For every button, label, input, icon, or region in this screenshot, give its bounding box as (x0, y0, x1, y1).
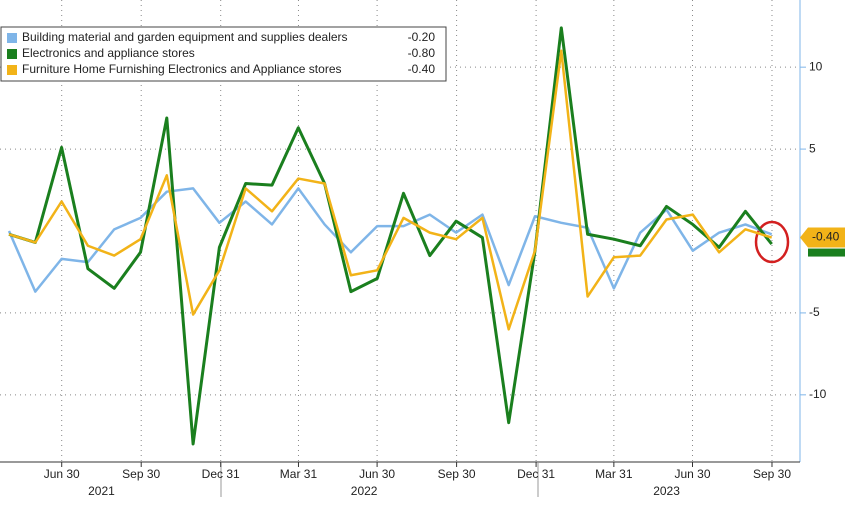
series-line (7, 187, 773, 293)
y-tick-label: 5 (809, 141, 816, 155)
x-tick-label: Mar 31 (280, 467, 318, 481)
legend-value: -0.40 (408, 62, 436, 76)
value-tag-label: -0.40 (812, 230, 840, 244)
x-tick-label: Jun 30 (44, 467, 80, 481)
legend-label: Furniture Home Furnishing Electronics an… (22, 62, 342, 76)
highlight-circle (754, 220, 790, 264)
x-tick-label: Jun 30 (674, 467, 710, 481)
legend: Building material and garden equipment a… (0, 26, 447, 82)
legend-label: Electronics and appliance stores (22, 46, 195, 60)
legend-box (0, 26, 447, 82)
y-tick-label: 10 (809, 59, 823, 73)
legend-value: -0.80 (408, 46, 436, 60)
legend-swatch (7, 65, 17, 75)
legend-swatch (7, 33, 17, 43)
value-tag-green (808, 248, 845, 257)
value-tag (800, 227, 845, 248)
x-tick-label: Mar 31 (595, 467, 633, 481)
year-label: 2021 (88, 484, 115, 498)
x-tick-label: Dec 31 (517, 467, 555, 481)
x-tick-label: Jun 30 (359, 467, 395, 481)
legend-swatch (7, 49, 17, 59)
x-tick-label: Sep 30 (438, 467, 476, 481)
x-tick-label: Sep 30 (753, 467, 791, 481)
year-label: 2022 (351, 484, 378, 498)
series-line (8, 26, 773, 446)
legend-value: -0.20 (408, 30, 436, 44)
year-label: 2023 (653, 484, 680, 498)
y-tick-label: -10 (809, 387, 827, 401)
series-line (8, 49, 773, 331)
x-tick-label: Sep 30 (122, 467, 160, 481)
legend-label: Building material and garden equipment a… (22, 30, 348, 44)
y-tick-label: -5 (809, 305, 820, 319)
x-tick-label: Dec 31 (202, 467, 240, 481)
